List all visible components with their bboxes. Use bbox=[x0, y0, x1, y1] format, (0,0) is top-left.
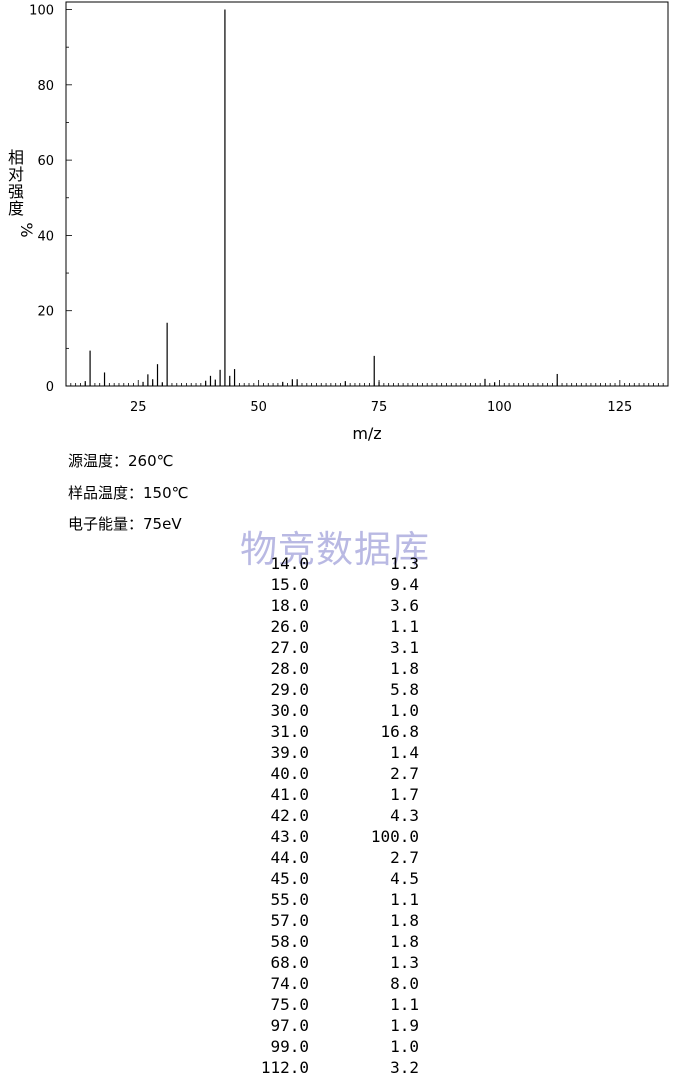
peak-table: 14.0 1.3 15.0 9.4 18.0 3.6 26.0 1.1 27.0 3.1 28.0 1… bbox=[240, 553, 419, 1078]
source-temperature: 源温度：260℃ bbox=[68, 452, 174, 470]
table-row: 75.0 1.1 bbox=[240, 994, 419, 1015]
mz-cell: 41.0 bbox=[270, 785, 309, 804]
mz-cell: 57.0 bbox=[270, 911, 309, 930]
intensity-cell: 1.0 bbox=[390, 701, 419, 720]
intensity-cell: 1.8 bbox=[390, 911, 419, 930]
x-tick-label: 125 bbox=[607, 400, 632, 415]
intensity-cell: 1.8 bbox=[390, 659, 419, 678]
table-row: 41.0 1.7 bbox=[240, 784, 419, 805]
intensity-cell: 1.1 bbox=[390, 995, 419, 1014]
table-row: 39.0 1.4 bbox=[240, 742, 419, 763]
y-tick-label: 20 bbox=[37, 305, 54, 320]
y-axis-label-char: 相 bbox=[8, 148, 24, 167]
x-axis-title: m/z bbox=[352, 424, 381, 443]
y-axis-label-char: 强 bbox=[8, 182, 24, 201]
intensity-cell: 1.3 bbox=[390, 554, 419, 573]
mz-cell: 45.0 bbox=[270, 869, 309, 888]
intensity-cell: 1.3 bbox=[390, 953, 419, 972]
mz-cell: 112.0 bbox=[260, 1058, 309, 1077]
y-tick-label: 40 bbox=[37, 229, 54, 244]
y-tick-label: 80 bbox=[37, 79, 54, 94]
table-row: 45.0 4.5 bbox=[240, 868, 419, 889]
mz-cell: 44.0 bbox=[270, 848, 309, 867]
table-row: 29.0 5.8 bbox=[240, 679, 419, 700]
watermark-text: 物竞数据库 bbox=[240, 528, 430, 571]
intensity-cell: 3.6 bbox=[390, 596, 419, 615]
electron-energy: 电子能量：75eV bbox=[68, 515, 182, 533]
mz-cell: 43.0 bbox=[270, 827, 309, 846]
y-axis-label-char: % bbox=[17, 222, 36, 237]
mz-cell: 55.0 bbox=[270, 890, 309, 909]
y-axis-label-char: 度 bbox=[8, 199, 24, 218]
table-row: 30.0 1.0 bbox=[240, 700, 419, 721]
intensity-cell: 16.8 bbox=[380, 722, 419, 741]
y-axis-label-char: 对 bbox=[8, 165, 24, 184]
table-row: 27.0 3.1 bbox=[240, 637, 419, 658]
table-row: 15.0 9.4 bbox=[240, 574, 419, 595]
mz-cell: 99.0 bbox=[270, 1037, 309, 1056]
mz-cell: 75.0 bbox=[270, 995, 309, 1014]
table-row: 97.0 1.9 bbox=[240, 1015, 419, 1036]
mz-cell: 31.0 bbox=[270, 722, 309, 741]
table-row: 26.0 1.1 bbox=[240, 616, 419, 637]
mz-cell: 68.0 bbox=[270, 953, 309, 972]
intensity-cell: 2.7 bbox=[390, 764, 419, 783]
intensity-cell: 5.8 bbox=[390, 680, 419, 699]
table-row: 57.0 1.8 bbox=[240, 910, 419, 931]
mz-cell: 18.0 bbox=[270, 596, 309, 615]
mz-cell: 58.0 bbox=[270, 932, 309, 951]
intensity-cell: 100.0 bbox=[370, 827, 419, 846]
mz-cell: 39.0 bbox=[270, 743, 309, 762]
sample-temperature: 样品温度：150℃ bbox=[68, 484, 189, 502]
table-row: 58.0 1.8 bbox=[240, 931, 419, 952]
table-row: 18.0 3.6 bbox=[240, 595, 419, 616]
table-row: 68.0 1.3 bbox=[240, 952, 419, 973]
mz-cell: 74.0 bbox=[270, 974, 309, 993]
intensity-cell: 1.4 bbox=[390, 743, 419, 762]
intensity-cell: 2.7 bbox=[390, 848, 419, 867]
table-row: 44.0 2.7 bbox=[240, 847, 419, 868]
intensity-cell: 1.9 bbox=[390, 1016, 419, 1035]
y-tick-label: 100 bbox=[29, 4, 54, 19]
x-tick-label: 75 bbox=[371, 400, 388, 415]
y-tick-label: 60 bbox=[37, 154, 54, 169]
table-row: 28.0 1.8 bbox=[240, 658, 419, 679]
intensity-cell: 8.0 bbox=[390, 974, 419, 993]
mz-cell: 29.0 bbox=[270, 680, 309, 699]
table-row: 43.0 100.0 bbox=[240, 826, 419, 847]
table-row: 55.0 1.1 bbox=[240, 889, 419, 910]
mz-cell: 26.0 bbox=[270, 617, 309, 636]
x-tick-label: 25 bbox=[130, 400, 147, 415]
intensity-cell: 3.1 bbox=[390, 638, 419, 657]
mz-cell: 14.0 bbox=[270, 554, 309, 573]
mz-cell: 28.0 bbox=[270, 659, 309, 678]
intensity-cell: 1.1 bbox=[390, 617, 419, 636]
table-row: 42.0 4.3 bbox=[240, 805, 419, 826]
y-tick-label: 0 bbox=[46, 380, 54, 395]
mz-cell: 42.0 bbox=[270, 806, 309, 825]
intensity-cell: 3.2 bbox=[390, 1058, 419, 1077]
mz-cell: 97.0 bbox=[270, 1016, 309, 1035]
intensity-cell: 4.3 bbox=[390, 806, 419, 825]
mz-cell: 15.0 bbox=[270, 575, 309, 594]
table-row: 112.0 3.2 bbox=[240, 1057, 419, 1078]
x-tick-label: 100 bbox=[487, 400, 512, 415]
table-row: 74.0 8.0 bbox=[240, 973, 419, 994]
mz-cell: 27.0 bbox=[270, 638, 309, 657]
intensity-cell: 1.7 bbox=[390, 785, 419, 804]
mz-cell: 40.0 bbox=[270, 764, 309, 783]
plot-frame bbox=[65, 1, 669, 387]
mz-cell: 30.0 bbox=[270, 701, 309, 720]
table-row: 31.0 16.8 bbox=[240, 721, 419, 742]
table-row: 99.0 1.0 bbox=[240, 1036, 419, 1057]
intensity-cell: 1.0 bbox=[390, 1037, 419, 1056]
intensity-cell: 9.4 bbox=[390, 575, 419, 594]
intensity-cell: 1.8 bbox=[390, 932, 419, 951]
intensity-cell: 4.5 bbox=[390, 869, 419, 888]
x-tick-label: 50 bbox=[250, 400, 267, 415]
table-row: 40.0 2.7 bbox=[240, 763, 419, 784]
intensity-cell: 1.1 bbox=[390, 890, 419, 909]
table-row: 14.0 1.3 bbox=[240, 553, 419, 574]
